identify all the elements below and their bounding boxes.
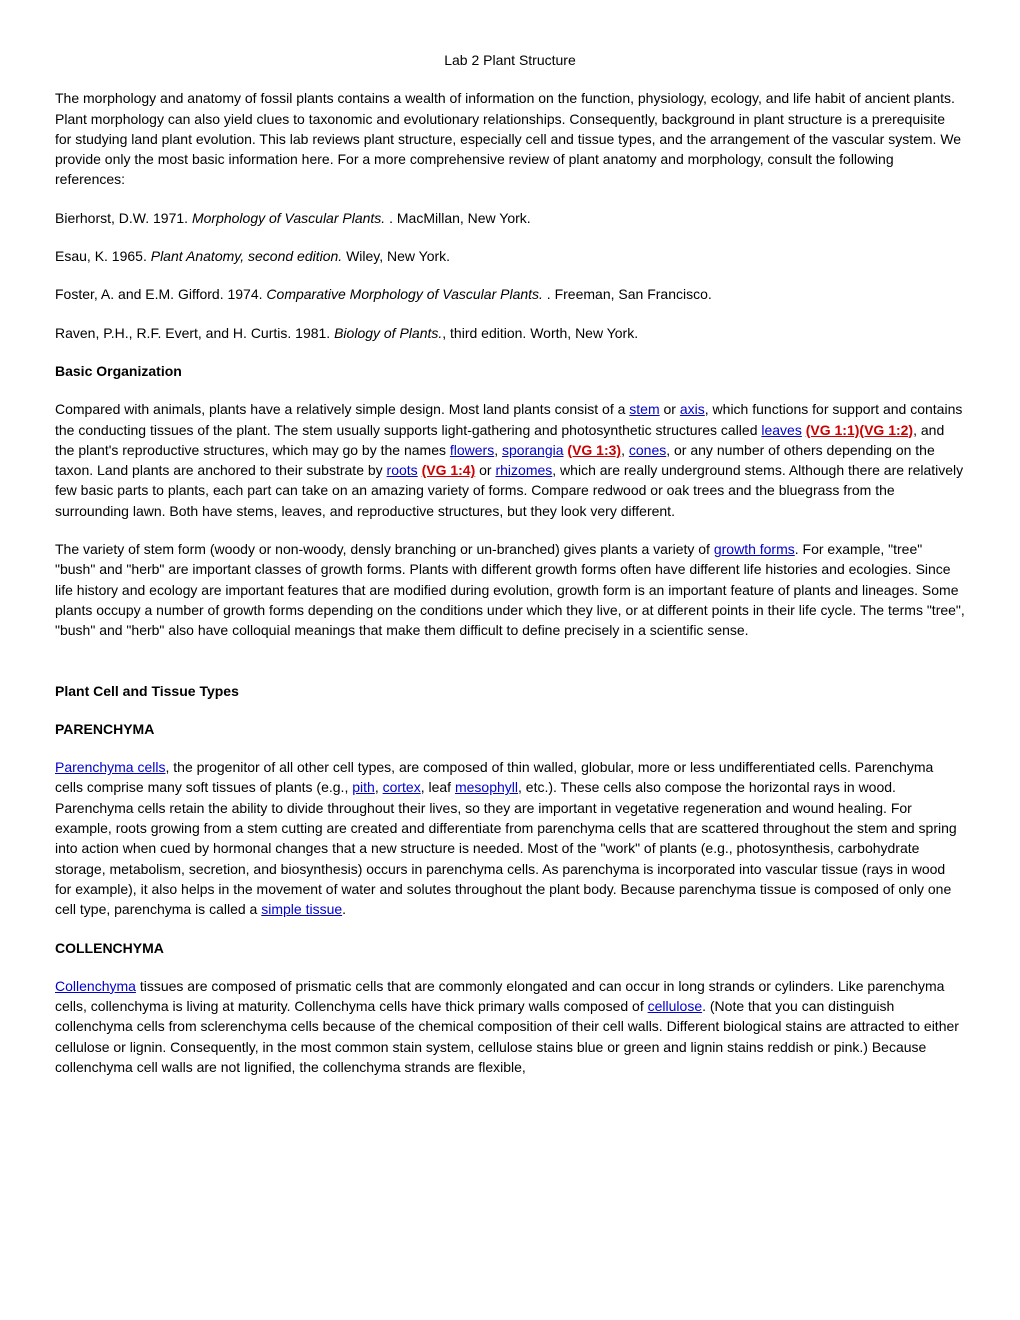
text: , <box>494 442 502 458</box>
text: Compared with animals, plants have a rel… <box>55 401 629 417</box>
basic-organization-head: Basic Organization <box>55 361 965 381</box>
parenchyma-paragraph: Parenchyma cells, the progenitor of all … <box>55 757 965 919</box>
text: , etc.). These cells also compose the ho… <box>55 779 957 917</box>
ref4-author: Raven, P.H., R.F. Evert, and H. Curtis. … <box>55 325 334 341</box>
text: The variety of stem form (woody or non-w… <box>55 541 714 557</box>
ref2-title: Plant Anatomy, second edition. <box>151 248 342 264</box>
text: or <box>475 462 495 478</box>
link-roots[interactable]: roots <box>387 462 418 478</box>
link-vg-1-1[interactable]: (VG 1:1) <box>806 422 860 438</box>
lab-title: Lab 2 Plant Structure <box>55 50 965 70</box>
ref2-author: Esau, K. 1965. <box>55 248 151 264</box>
text: , leaf <box>421 779 455 795</box>
link-leaves[interactable]: leaves <box>761 422 801 438</box>
link-vg-1-3[interactable]: (VG 1:3) <box>567 442 621 458</box>
link-cones[interactable]: cones <box>629 442 666 458</box>
ref3-title: Comparative Morphology of Vascular Plant… <box>266 286 543 302</box>
ref1-pub: . MacMillan, New York. <box>385 210 531 226</box>
intro-paragraph: The morphology and anatomy of fossil pla… <box>55 88 965 189</box>
link-vg-1-4[interactable]: (VG 1:4) <box>422 462 476 478</box>
ref2-pub: Wiley, New York. <box>342 248 450 264</box>
basic-paragraph-1: Compared with animals, plants have a rel… <box>55 399 965 521</box>
text: , <box>375 779 383 795</box>
reference-2: Esau, K. 1965. Plant Anatomy, second edi… <box>55 246 965 266</box>
ref3-author: Foster, A. and E.M. Gifford. 1974. <box>55 286 266 302</box>
ref3-pub: . Freeman, San Francisco. <box>543 286 712 302</box>
collenchyma-head: COLLENCHYMA <box>55 938 965 958</box>
link-rhizomes[interactable]: rhizomes <box>495 462 552 478</box>
link-cellulose[interactable]: cellulose <box>648 998 702 1014</box>
text: , <box>621 442 629 458</box>
link-collenchyma[interactable]: Collenchyma <box>55 978 136 994</box>
link-mesophyll[interactable]: mesophyll <box>455 779 518 795</box>
ref4-title: Biology of Plants. <box>334 325 442 341</box>
parenchyma-head: PARENCHYMA <box>55 719 965 739</box>
ref4-pub: , third edition. Worth, New York. <box>442 325 638 341</box>
ref1-title: Morphology of Vascular Plants. <box>192 210 385 226</box>
basic-paragraph-2: The variety of stem form (woody or non-w… <box>55 539 965 640</box>
reference-3: Foster, A. and E.M. Gifford. 1974. Compa… <box>55 284 965 304</box>
text: or <box>660 401 680 417</box>
link-vg-1-2[interactable]: (VG 1:2) <box>859 422 913 438</box>
link-simple-tissue[interactable]: simple tissue <box>261 901 342 917</box>
link-cortex[interactable]: cortex <box>383 779 421 795</box>
link-parenchyma-cells[interactable]: Parenchyma cells <box>55 759 166 775</box>
link-sporangia[interactable]: sporangia <box>502 442 564 458</box>
reference-1: Bierhorst, D.W. 1971. Morphology of Vasc… <box>55 208 965 228</box>
tissue-types-head: Plant Cell and Tissue Types <box>55 681 965 701</box>
reference-4: Raven, P.H., R.F. Evert, and H. Curtis. … <box>55 323 965 343</box>
link-pith[interactable]: pith <box>352 779 375 795</box>
ref1-author: Bierhorst, D.W. 1971. <box>55 210 192 226</box>
text: . <box>342 901 346 917</box>
collenchyma-paragraph: Collenchyma tissues are composed of pris… <box>55 976 965 1077</box>
link-growth-forms[interactable]: growth forms <box>714 541 795 557</box>
link-flowers[interactable]: flowers <box>450 442 494 458</box>
link-axis[interactable]: axis <box>680 401 705 417</box>
link-stem[interactable]: stem <box>629 401 659 417</box>
